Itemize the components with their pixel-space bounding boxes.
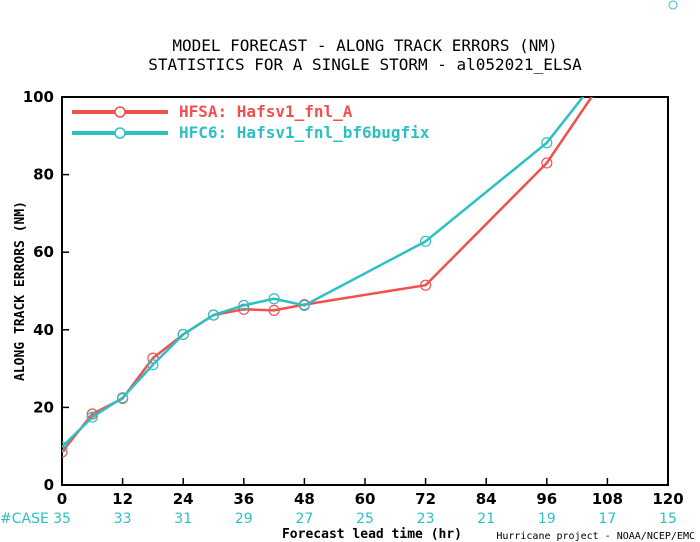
y-tick-label: 0 — [44, 476, 54, 494]
data-point — [86, 411, 98, 423]
case-count: 27 — [295, 511, 313, 527]
data-point — [541, 137, 553, 149]
axis-ticks: 0 12 24 36 48 60 72 84 96 108 120 0 20 40 60 80 100 — [23, 88, 684, 508]
legend-marker-hfsa — [114, 106, 126, 118]
case-count: 33 — [114, 511, 132, 527]
data-point — [602, 69, 612, 79]
case-count: 35 — [53, 511, 71, 527]
legend-label-hfsa: HFSA: Hafsv1_fnl_A — [179, 102, 353, 121]
data-point — [116, 392, 129, 404]
data-point — [541, 157, 553, 169]
x-tick-label: 36 — [233, 490, 254, 508]
data-point — [207, 309, 220, 321]
data-point — [602, 61, 612, 71]
data-point — [298, 299, 310, 311]
x-tick-label: 108 — [592, 490, 623, 508]
x-tick-label: 24 — [173, 490, 194, 508]
series-layer — [62, 61, 612, 458]
y-tick-label: 60 — [33, 243, 54, 261]
case-count: 19 — [538, 511, 556, 527]
case-count: 31 — [174, 511, 192, 527]
case-counts: 35 33 31 29 27 25 23 21 19 17 15 — [53, 511, 677, 527]
series-line-1 — [62, 97, 585, 448]
data-point — [147, 359, 159, 371]
legend: HFSA: Hafsv1_fnl_A HFC6: Hafsv1_fnl_bf6b… — [72, 102, 430, 142]
case-count: 29 — [235, 511, 253, 527]
case-row-label: #CASE — [0, 511, 49, 527]
x-tick-label: 84 — [476, 490, 497, 508]
data-point — [238, 299, 250, 311]
y-tick-label: 40 — [33, 321, 54, 339]
x-tick-label: 96 — [536, 490, 557, 508]
case-count: 15 — [659, 511, 677, 527]
plot-frame — [61, 96, 669, 486]
x-tick-label: 60 — [355, 490, 376, 508]
x-axis-label: Forecast lead time (hr) — [282, 527, 462, 542]
credit-text: Hurricane project - NOAA/NCEP/EMC — [496, 531, 695, 542]
data-point — [420, 235, 432, 247]
x-tick-label: 0 — [57, 490, 67, 508]
x-tick-label: 72 — [415, 490, 436, 508]
legend-marker-hfc6 — [114, 127, 126, 139]
x-tick-label: 48 — [294, 490, 315, 508]
y-axis-label: ALONG TRACK ERRORS (NM) — [13, 201, 28, 381]
case-count: 17 — [598, 511, 616, 527]
chart-title: MODEL FORECAST - ALONG TRACK ERRORS (NM) — [172, 36, 557, 55]
case-count: 23 — [417, 511, 435, 527]
data-point — [177, 328, 189, 341]
legend-label-hfc6: HFC6: Hafsv1_fnl_bf6bugfix — [179, 123, 430, 142]
data-point — [62, 446, 68, 458]
case-count: 25 — [356, 511, 374, 527]
data-point — [268, 304, 280, 316]
case-count: 21 — [477, 511, 495, 527]
y-tick-label: 100 — [23, 88, 54, 106]
data-point — [268, 293, 280, 305]
data-point — [62, 441, 68, 453]
chart-subtitle: STATISTICS FOR A SINGLE STORM - al052021… — [148, 55, 582, 74]
x-tick-label: 120 — [652, 490, 683, 508]
corner-marker-icon — [668, 0, 678, 10]
data-point — [420, 279, 432, 291]
y-tick-label: 80 — [33, 166, 54, 184]
y-tick-label: 20 — [33, 398, 54, 416]
x-tick-label: 12 — [112, 490, 133, 508]
